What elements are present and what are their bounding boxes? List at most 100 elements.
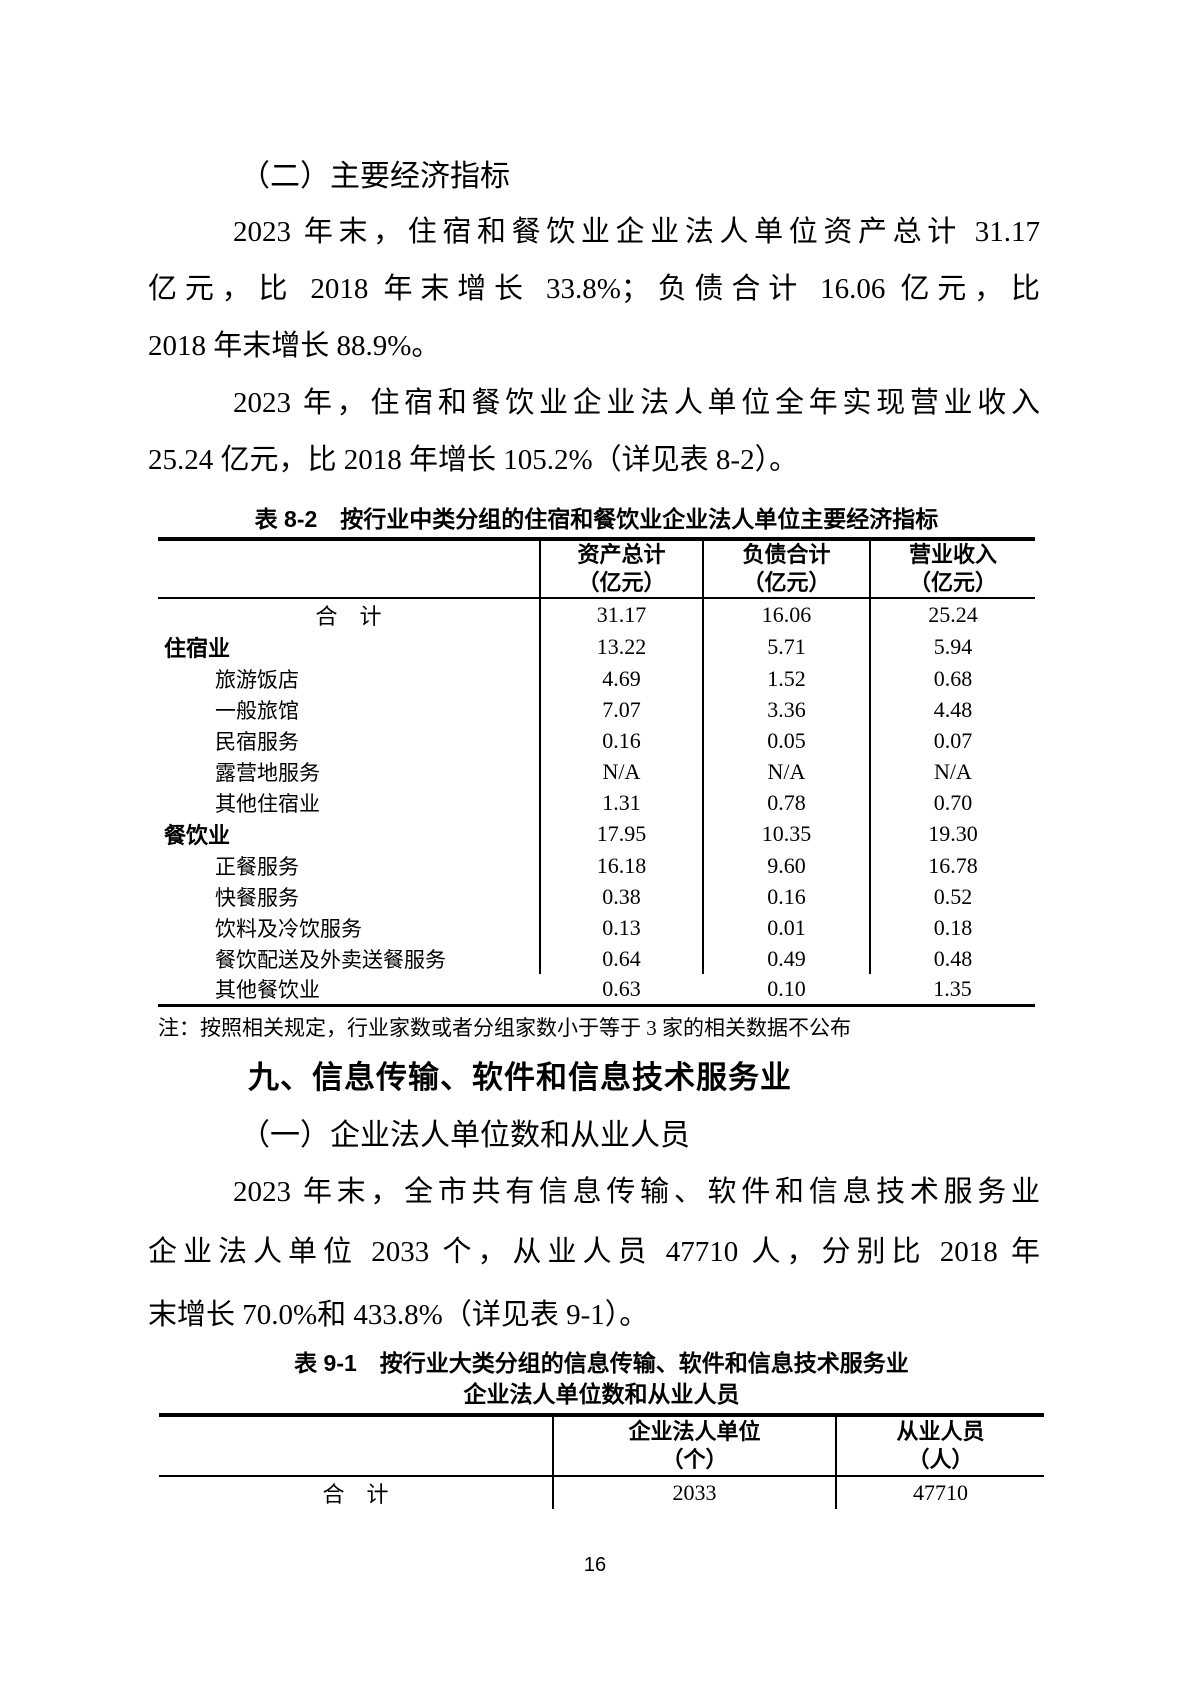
- cell-revenue: 19.30: [928, 821, 978, 846]
- cell-revenue: 5.94: [933, 634, 973, 659]
- cell-revenue: 0.07: [933, 727, 973, 753]
- row-label: 合 计: [158, 598, 541, 631]
- row-label: 饮料及冷饮服务: [158, 912, 541, 943]
- cell-liabilities: 9.60: [703, 850, 871, 881]
- table-9-1-title-line2: 企业法人单位数和从业人员: [463, 1381, 740, 1407]
- cell-assets: 4.69: [540, 663, 704, 694]
- header-label: 负债合计: [742, 542, 831, 567]
- header-cell-revenue: 营业收入 （亿元）: [870, 539, 1035, 599]
- header-unit: （亿元）: [577, 570, 666, 595]
- paragraph-line: 25.24 亿元，比 2018 年增长 105.2%（详见表 8-2）。: [148, 444, 799, 476]
- row-label: 快餐服务: [158, 881, 541, 912]
- cell-liabilities: 1.52: [703, 663, 871, 694]
- page-number: 16: [583, 1554, 607, 1576]
- cell-assets: 7.07: [540, 694, 704, 725]
- header-label: 从业人员: [896, 1419, 985, 1444]
- table-row: 露营地服务 N/A N/A N/A: [158, 756, 1035, 787]
- cell-revenue: 0.48: [933, 945, 973, 971]
- cell-liabilities: 0.78: [703, 787, 871, 818]
- cell-revenue: 0.70: [933, 789, 973, 815]
- header-cell-liabilities: 负债合计 （亿元）: [703, 539, 871, 599]
- header-cell-employees: 从业人员 （人）: [836, 1415, 1044, 1477]
- row-label: 正餐服务: [158, 850, 541, 881]
- header-label: 营业收入: [908, 542, 997, 567]
- table-9-1: 企业法人单位 （个） 从业人员 （人） 合 计 2033 47710: [159, 1413, 1044, 1509]
- row-label: 餐饮业: [158, 818, 541, 850]
- table-row: 民宿服务 0.16 0.05 0.07: [158, 725, 1035, 756]
- header-cell-legal-units: 企业法人单位 （个）: [553, 1415, 837, 1477]
- table-9-1-header-row: 企业法人单位 （个） 从业人员 （人）: [159, 1415, 1044, 1477]
- cell-revenue: N/A: [934, 758, 972, 784]
- cell-liabilities: 5.71: [703, 631, 871, 663]
- row-label: 餐饮配送及外卖送餐服务: [158, 943, 541, 974]
- table-9-1-title-line1: 表 9-1 按行业大类分组的信息传输、软件和信息技术服务业: [294, 1350, 909, 1376]
- table-row: 其他餐饮业 0.63 0.10 1.35: [158, 974, 1035, 1006]
- table-row: 合 计 2033 47710: [159, 1476, 1044, 1509]
- cell-revenue: 25.24: [928, 602, 978, 627]
- header-unit: （亿元）: [908, 570, 997, 595]
- row-label: 民宿服务: [158, 725, 541, 756]
- cell-liabilities: 0.16: [703, 881, 871, 912]
- cell-liabilities: N/A: [703, 756, 871, 787]
- table-row: 餐饮业 17.95 10.35 19.30: [158, 818, 1035, 850]
- table-row: 住宿业 13.22 5.71 5.94: [158, 631, 1035, 663]
- header-unit: （人）: [907, 1447, 974, 1472]
- row-label: 合 计: [159, 1476, 554, 1509]
- table-row: 旅游饭店 4.69 1.52 0.68: [158, 663, 1035, 694]
- table-row: 一般旅馆 7.07 3.36 4.48: [158, 694, 1035, 725]
- header-label: 资产总计: [577, 542, 666, 567]
- table-row: 饮料及冷饮服务 0.13 0.01 0.18: [158, 912, 1035, 943]
- table-row: 餐饮配送及外卖送餐服务 0.64 0.49 0.48: [158, 943, 1035, 974]
- table-8-2-title: 表 8-2 按行业中类分组的住宿和餐饮业企业法人单位主要经济指标: [254, 506, 939, 532]
- header-unit: （个）: [661, 1447, 728, 1472]
- row-label: 其他住宿业: [158, 787, 541, 818]
- table-row: 合 计 31.17 16.06 25.24: [158, 598, 1035, 631]
- cell-assets: 0.38: [540, 881, 704, 912]
- cell-liabilities: 10.35: [703, 818, 871, 850]
- row-label: 露营地服务: [158, 756, 541, 787]
- cell-liabilities: 0.05: [703, 725, 871, 756]
- cell-liabilities: 0.49: [703, 943, 871, 974]
- cell-revenue: 0.52: [933, 883, 973, 909]
- cell-employees: 47710: [913, 1480, 968, 1505]
- cell-assets: N/A: [540, 756, 704, 787]
- cell-assets: 0.16: [540, 725, 704, 756]
- subheading-economic-indicators: （二）主要经济指标: [240, 160, 510, 193]
- cell-assets: 0.63: [602, 976, 641, 1001]
- paragraph-line: 2023 年末，住宿和餐饮业企业法人单位资产总计 31.17: [233, 216, 1040, 248]
- cell-assets: 16.18: [540, 850, 704, 881]
- header-cell-empty: [159, 1415, 554, 1477]
- subheading-legal-units-employees: （一）企业法人单位数和从业人员: [240, 1119, 690, 1152]
- cell-liabilities: 3.36: [703, 694, 871, 725]
- row-label: 住宿业: [158, 631, 541, 663]
- cell-revenue: 16.78: [928, 852, 978, 878]
- cell-legal-units: 2033: [553, 1476, 837, 1509]
- table-row: 其他住宿业 1.31 0.78 0.70: [158, 787, 1035, 818]
- cell-liabilities: 0.01: [703, 912, 871, 943]
- header-cell-assets: 资产总计 （亿元）: [540, 539, 704, 599]
- paragraph-line: 亿元，比 2018 年末增长 33.8%；负债合计 16.06 亿元，比: [148, 273, 1040, 305]
- paragraph-line: 2018 年末增长 88.9%。: [148, 330, 441, 362]
- row-label: 旅游饭店: [158, 663, 541, 694]
- table-row: 快餐服务 0.38 0.16 0.52: [158, 881, 1035, 912]
- cell-assets: 1.31: [540, 787, 704, 818]
- table-8-2-note: 注：按照相关规定，行业家数或者分组家数小于等于 3 家的相关数据不公布: [158, 1016, 851, 1040]
- cell-revenue: 4.48: [933, 696, 973, 722]
- cell-revenue: 0.68: [933, 665, 973, 691]
- header-unit: （亿元）: [742, 570, 831, 595]
- paragraph-line: 企业法人单位 2033 个，从业人员 47710 人，分别比 2018 年: [148, 1236, 1040, 1268]
- table-row: 正餐服务 16.18 9.60 16.78: [158, 850, 1035, 881]
- cell-assets: 13.22: [540, 631, 704, 663]
- paragraph-line: 2023 年，住宿和餐饮业企业法人单位全年实现营业收入: [233, 387, 1040, 419]
- header-label: 企业法人单位: [628, 1419, 761, 1444]
- table-8-2-header-row: 资产总计 （亿元） 负债合计 （亿元） 营业收入 （亿元）: [158, 539, 1035, 599]
- cell-assets: 17.95: [540, 818, 704, 850]
- row-label: 一般旅馆: [158, 694, 541, 725]
- cell-liabilities: 16.06: [703, 598, 871, 631]
- cell-revenue: 0.18: [933, 914, 973, 940]
- paragraph-line: 末增长 70.0%和 433.8%（详见表 9-1）。: [148, 1299, 649, 1331]
- cell-assets: 0.64: [540, 943, 704, 974]
- cell-assets: 0.13: [540, 912, 704, 943]
- section-heading-it-services: 九、信息传输、软件和信息技术服务业: [248, 1060, 792, 1095]
